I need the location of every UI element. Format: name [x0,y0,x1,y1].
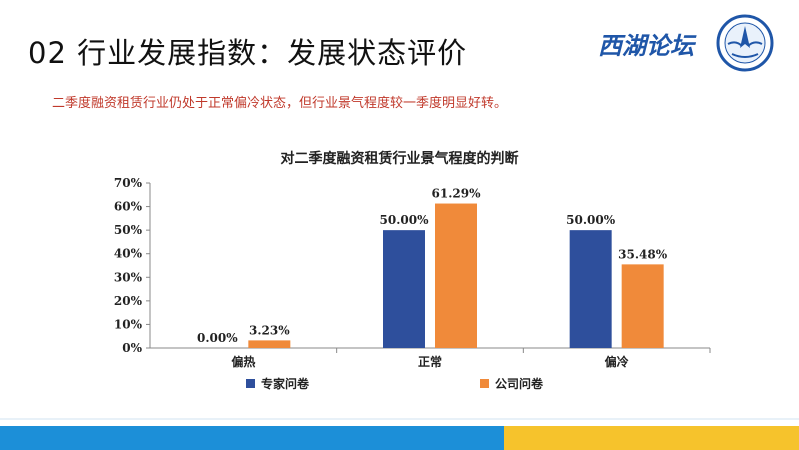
data-label: 3.23% [249,323,290,337]
footer-divider [0,418,799,420]
bar [621,264,664,348]
bar [248,340,291,348]
x-tick-label: 偏冷 [605,354,629,369]
y-tick-label: 0% [122,341,142,355]
slide-title: 02 行业发展指数：发展状态评价 [28,36,468,70]
footer-bar-blue [0,426,504,450]
bar [383,230,425,348]
bar [569,230,612,348]
bar-chart: 0% 10% 20% 30% 40% 50% 60% 70% 偏热 0.00% 3.23% 正常 50.… [114,176,711,369]
logo-text: 西湖论坛 [598,31,694,60]
y-tick-label: 60% [114,200,143,214]
legend-item-expert: 专家问卷 [246,374,309,392]
data-label: 35.48% [618,247,668,261]
slide-subtitle: 二季度融资租赁行业仍处于正常偏冷状态，但行业景气程度较一季度明显好转。 [52,96,508,111]
y-tick-label: 30% [114,270,143,284]
legend-swatch-company [480,378,489,388]
data-label: 61.29% [432,187,482,201]
legend-label-expert: 专家问卷 [261,376,310,391]
y-tick-label: 10% [114,317,143,331]
y-tick-label: 40% [114,247,143,261]
chart-title: 对二季度融资租赁行业景气程度的判断 [280,151,519,167]
data-label: 50.00% [380,213,430,227]
y-tick-label: 20% [114,294,143,308]
data-label: 0.00% [197,331,238,345]
y-tick-label: 70% [114,176,143,190]
legend-label-company: 公司问卷 [495,376,544,391]
x-tick-label: 正常 [418,354,442,369]
legend-swatch-expert [246,378,255,388]
legend-item-company: 公司问卷 [480,374,543,392]
footer-bar-yellow [504,426,799,450]
data-label: 50.00% [566,213,616,227]
y-tick-label: 50% [114,223,143,237]
bar [435,203,477,348]
logo-emblem-icon [716,14,774,72]
x-tick-label: 偏热 [231,354,255,369]
